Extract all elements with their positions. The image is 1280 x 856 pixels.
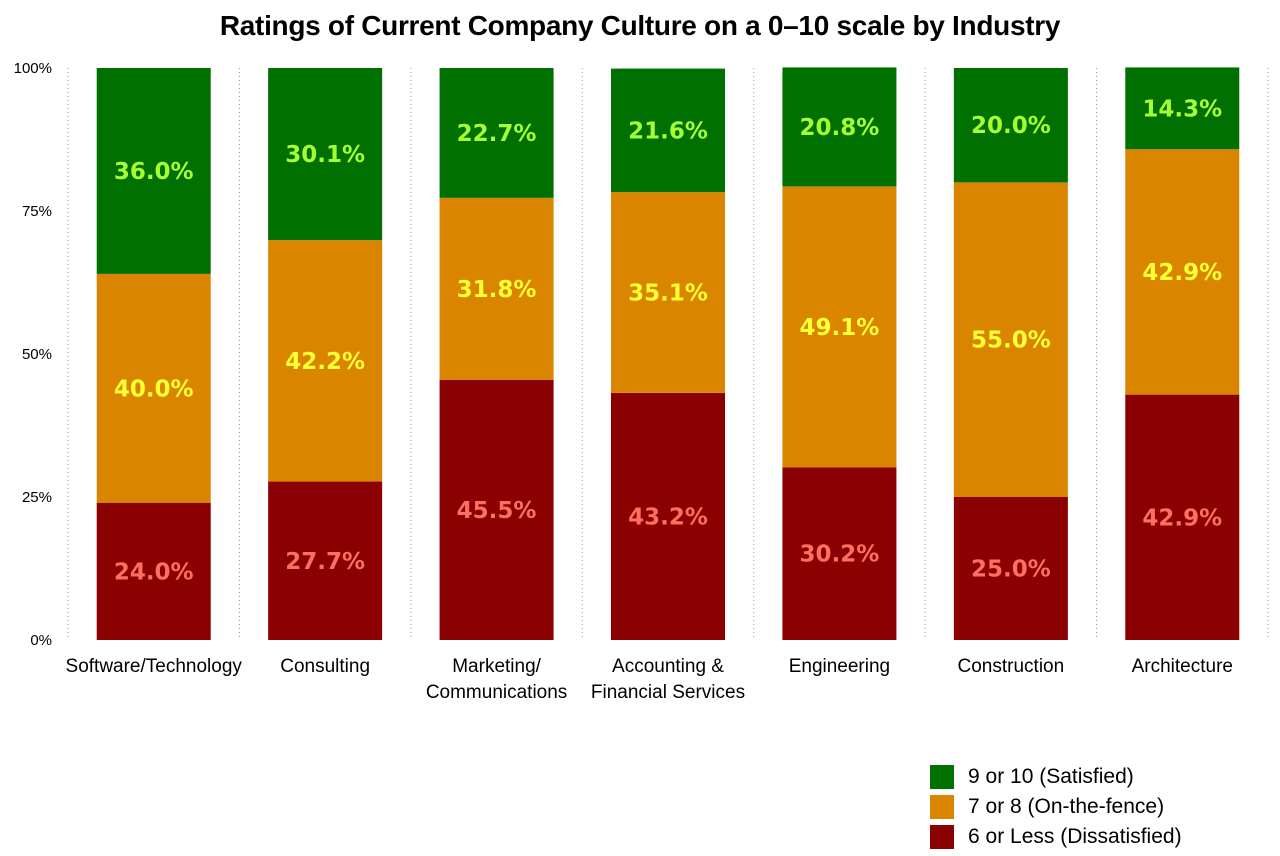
chart-title: Ratings of Current Company Culture on a … [219, 10, 1061, 41]
data-label: 40.0% [114, 376, 194, 402]
data-label: 42.2% [285, 349, 365, 375]
legend-item: 6 or Less (Dissatisfied) [930, 822, 1182, 852]
bar-layer [96, 67, 1240, 640]
legend-item: 9 or 10 (Satisfied) [930, 762, 1182, 792]
label-layer: 24.0% 40.0% 36.0% 27.7% 42.2% 30.1% 45.5% 31.8%… [114, 96, 1222, 585]
data-label: 21.6% [628, 118, 708, 144]
data-label: 55.0% [971, 328, 1051, 354]
x-tick-label: Consulting [280, 656, 370, 677]
axis-layer: 0% 25% 50% 75% 100% Software/Technology Consul… [14, 60, 1233, 703]
bar-segment [611, 192, 725, 393]
data-label: 24.0% [114, 559, 194, 585]
legend-label: 9 or 10 (Satisfied) [968, 765, 1134, 788]
y-tick-label: 75% [22, 203, 52, 220]
bar-segment [439, 197, 554, 380]
bar-segment [782, 186, 897, 468]
bar-segment [1125, 67, 1240, 150]
bar-segment [268, 68, 383, 241]
y-tick-label: 50% [22, 346, 52, 363]
bar-segment [96, 68, 211, 274]
data-label: 42.9% [1142, 260, 1222, 286]
data-label: 36.0% [114, 159, 194, 185]
data-label: 25.0% [971, 557, 1051, 583]
legend-label: 7 or 8 (On-the-fence) [968, 795, 1165, 818]
y-tick-label: 100% [14, 60, 52, 77]
legend-swatch [930, 825, 954, 849]
data-label: 14.3% [1142, 96, 1222, 122]
legend-swatch [930, 765, 954, 789]
grid-layer [67, 68, 1269, 640]
bar-segment [439, 68, 554, 198]
y-tick-label: 0% [30, 632, 52, 649]
bar-segment [611, 392, 725, 640]
x-tick-label: Engineering [789, 656, 890, 677]
legend-item: 7 or 8 (On-the-fence) [930, 792, 1182, 822]
bar-segment [953, 182, 1068, 497]
legend: 9 or 10 (Satisfied) 7 or 8 (On-the-fence)… [930, 762, 1182, 852]
data-label: 42.9% [1142, 505, 1222, 531]
bar-segment [1125, 149, 1240, 395]
data-label: 22.7% [457, 121, 537, 147]
bar-segment [439, 379, 554, 640]
x-tick-label: Software/Technology [66, 656, 243, 677]
bar-segment [782, 467, 897, 640]
data-label: 35.1% [628, 281, 708, 307]
data-label: 43.2% [628, 504, 708, 530]
data-label: 20.0% [971, 113, 1051, 139]
bar-segment [1125, 394, 1240, 640]
bar-segment [611, 68, 725, 193]
y-tick-label: 25% [22, 489, 52, 506]
x-tick-label: Architecture [1132, 656, 1233, 677]
bar-segment [953, 68, 1068, 183]
x-tick-label: Marketing/ [452, 656, 541, 677]
x-tick-label: Accounting & [612, 656, 724, 677]
bar-segment [96, 273, 211, 503]
data-label: 31.8% [457, 277, 537, 303]
data-label: 30.2% [800, 542, 880, 568]
x-tick-label: Communications [426, 682, 568, 703]
legend-label: 6 or Less (Dissatisfied) [968, 825, 1182, 848]
bar-segment [953, 497, 1068, 640]
data-label: 49.1% [800, 315, 880, 341]
data-label: 45.5% [457, 498, 537, 524]
data-label: 20.8% [800, 115, 880, 141]
bar-segment [268, 240, 383, 482]
x-tick-label: Construction [958, 656, 1065, 677]
x-tick-label: Financial Services [591, 682, 745, 703]
data-label: 27.7% [285, 549, 365, 575]
data-label: 30.1% [285, 142, 365, 168]
legend-swatch [930, 795, 954, 819]
bar-segment [268, 481, 383, 640]
bar-segment [96, 502, 211, 640]
bar-segment [782, 67, 897, 187]
